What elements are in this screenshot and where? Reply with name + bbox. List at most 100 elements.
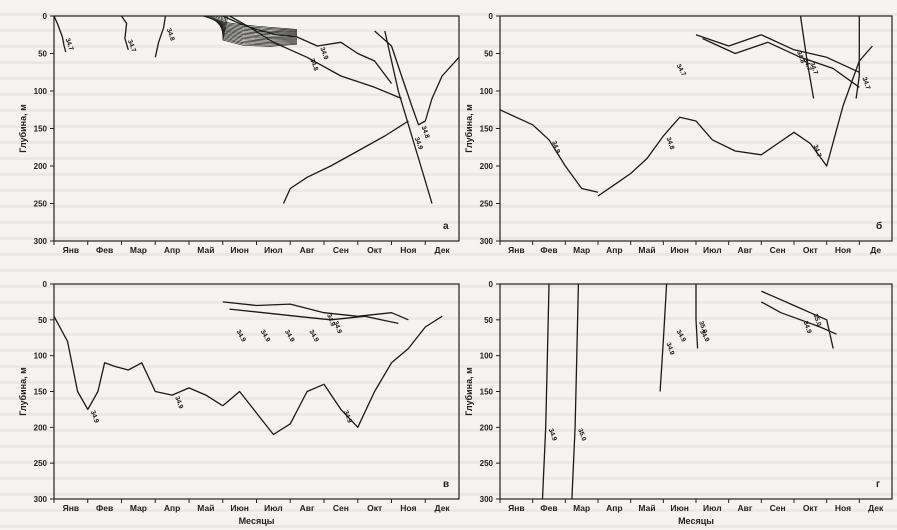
x-tick-label: Апр xyxy=(164,503,180,513)
y-tick-label: 50 xyxy=(484,316,493,325)
x-tick-label: Июн xyxy=(230,245,249,255)
x-tick-label: Окт xyxy=(367,503,382,513)
y-tick-label: 200 xyxy=(34,162,48,171)
y-tick-label: 100 xyxy=(34,87,48,96)
panel-2: 0 50 100 150 200 250 300 Янв Фев Мар Апр Май Июн Июл А… xyxy=(464,12,893,255)
x-tick-label: Июл xyxy=(703,503,722,513)
x-tick-label: Ноя xyxy=(400,245,416,255)
dense-isoline xyxy=(222,15,298,46)
contour-line xyxy=(53,15,67,53)
y-tick-label: 50 xyxy=(38,316,47,325)
y-tick-label: 300 xyxy=(34,495,48,504)
x-tick-label: Июл xyxy=(264,503,283,513)
contour-label: 34.8 xyxy=(308,58,319,73)
contour-line xyxy=(229,15,402,100)
x-tick-label: Фев xyxy=(96,503,113,513)
x-tick-label: Авг xyxy=(300,503,315,513)
x-tick-label: Сен xyxy=(333,245,349,255)
x-axis-label: Месяцы xyxy=(678,516,714,526)
y-tick-label: 250 xyxy=(34,459,48,468)
x-tick-label: Май xyxy=(197,245,214,255)
panel-letter: а xyxy=(443,221,449,232)
panel-letter: б xyxy=(876,220,882,232)
x-tick-label: Июн xyxy=(670,503,689,513)
contour-line xyxy=(499,109,599,193)
y-tick-label: 150 xyxy=(34,388,48,397)
dense-isoline xyxy=(222,15,298,47)
contour-line xyxy=(222,301,409,321)
x-tick-label: Сен xyxy=(333,503,349,513)
y-tick-label: 0 xyxy=(489,280,494,289)
y-axis-label: Глубина, м xyxy=(464,367,474,416)
x-tick-label: Ноя xyxy=(400,503,416,513)
contour-line xyxy=(695,34,860,73)
y-tick-label: 0 xyxy=(43,280,48,289)
contour-label: 34.9 xyxy=(342,410,353,425)
contour-line xyxy=(761,290,834,349)
dense-isoline xyxy=(222,16,298,43)
y-tick-label: 250 xyxy=(480,459,494,468)
y-tick-label: 0 xyxy=(489,12,494,21)
contour-label: 34.9 xyxy=(802,320,813,335)
y-axis-label: Глубина, м xyxy=(18,104,28,153)
x-tick-label: Янв xyxy=(508,503,524,513)
x-tick-label: Мар xyxy=(130,503,147,513)
x-tick-label: Апр xyxy=(164,245,180,255)
x-tick-label: Дек xyxy=(435,503,451,513)
y-tick-label: 250 xyxy=(34,200,48,209)
contour-label: 34.9 xyxy=(173,395,184,410)
y-tick-label: 200 xyxy=(480,423,494,432)
dense-isoline xyxy=(222,15,298,45)
x-tick-label: Июн xyxy=(670,245,689,255)
contour-label: 34.9 xyxy=(550,140,561,155)
x-tick-label: Апр xyxy=(606,245,622,255)
y-tick-label: 100 xyxy=(480,87,494,96)
x-tick-label: Янв xyxy=(63,503,79,513)
panel-letter: г xyxy=(876,479,880,490)
y-tick-label: 200 xyxy=(480,162,494,171)
y-axis-label: Глубина, м xyxy=(464,104,474,153)
x-tick-label: Мар xyxy=(573,245,590,255)
contour-line xyxy=(695,284,699,349)
y-tick-label: 50 xyxy=(484,50,493,59)
dense-isoline xyxy=(217,15,298,40)
contour-line xyxy=(374,30,460,126)
x-tick-label: Мар xyxy=(573,503,590,513)
x-tick-label: Июл xyxy=(264,245,283,255)
contour-label: 34.9 xyxy=(89,410,100,425)
contour-label: 34.9 xyxy=(547,428,558,443)
x-tick-label: Дек xyxy=(435,245,451,255)
contour-label: 34.8 xyxy=(664,136,675,151)
contour-label: 34.9 xyxy=(318,46,329,61)
contour-line xyxy=(571,283,580,500)
x-tick-label: Фев xyxy=(96,245,113,255)
contour-label: 34.9 xyxy=(413,136,424,151)
panel-letter: в xyxy=(443,479,449,490)
x-tick-label: Июн xyxy=(230,503,249,513)
panel-3: 0 50 100 150 200 250 300 Янв Фев Мар Апр Май Июн Июл А… xyxy=(18,280,460,526)
y-tick-label: 150 xyxy=(480,388,494,397)
contour-label: 35.0 xyxy=(697,320,708,335)
y-tick-label: 150 xyxy=(480,125,494,134)
y-tick-label: 300 xyxy=(480,237,494,246)
panel-4: 0 50 100 150 200 250 300 Янв Фев Мар Апр Май Июн Июл А… xyxy=(464,280,893,526)
y-tick-label: 100 xyxy=(480,352,494,361)
contour-label: 34.7 xyxy=(64,37,75,52)
contour-label: 34.8 xyxy=(165,28,176,43)
contour-label: 34.9 xyxy=(664,342,675,357)
x-tick-label: Мар xyxy=(130,245,147,255)
contour-line xyxy=(282,120,409,204)
contour-label: 34.7 xyxy=(808,61,819,76)
contour-label: 34.7 xyxy=(860,76,871,91)
contour-label: 34.9 xyxy=(332,320,343,335)
contour-label: 34.7 xyxy=(126,39,137,54)
x-tick-label: Авг xyxy=(300,245,315,255)
x-tick-label: Окт xyxy=(803,503,818,513)
y-tick-label: 150 xyxy=(34,125,48,134)
contour-line xyxy=(760,301,837,335)
dense-isoline xyxy=(219,15,298,41)
x-tick-label: Ноя xyxy=(835,245,851,255)
contour-line xyxy=(120,15,129,50)
